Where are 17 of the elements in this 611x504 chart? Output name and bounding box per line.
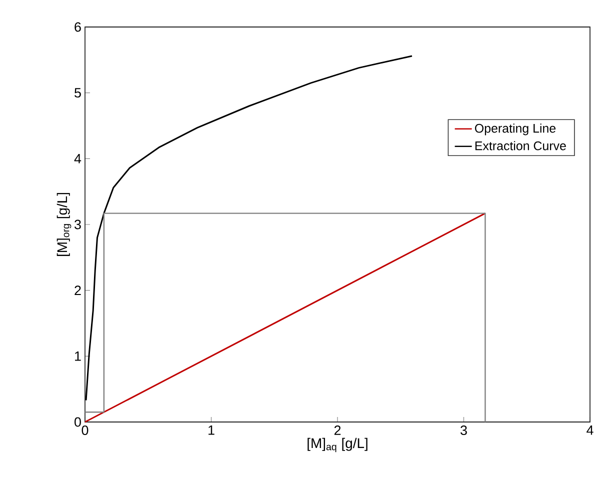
y-tick-label: 5 bbox=[74, 88, 81, 98]
y-tick-label: 3 bbox=[74, 220, 81, 230]
legend-label: Extraction Curve bbox=[475, 141, 566, 150]
line-series bbox=[85, 55, 413, 402]
x-tick-label: 0 bbox=[82, 426, 88, 436]
x-axis-title: [M]$_{aq}$ [g/L] bbox=[308, 438, 368, 452]
y-tick-label: 6 bbox=[74, 22, 81, 32]
legend-label: Operating Line bbox=[475, 124, 556, 136]
y-axis-title: [M]$_{org}$ [g/L] bbox=[56, 193, 72, 256]
x-tick-label: 2 bbox=[334, 426, 341, 435]
y-tick-label: 4 bbox=[74, 154, 82, 164]
y-tick-label: 1 bbox=[75, 352, 81, 361]
x-tick-label: 3 bbox=[460, 426, 467, 436]
x-tick-label: 1 bbox=[208, 426, 214, 435]
y-tick-label: 0 bbox=[74, 417, 81, 427]
y-tick-label: 2 bbox=[74, 286, 81, 296]
x-tick-label: 4 bbox=[586, 426, 594, 435]
